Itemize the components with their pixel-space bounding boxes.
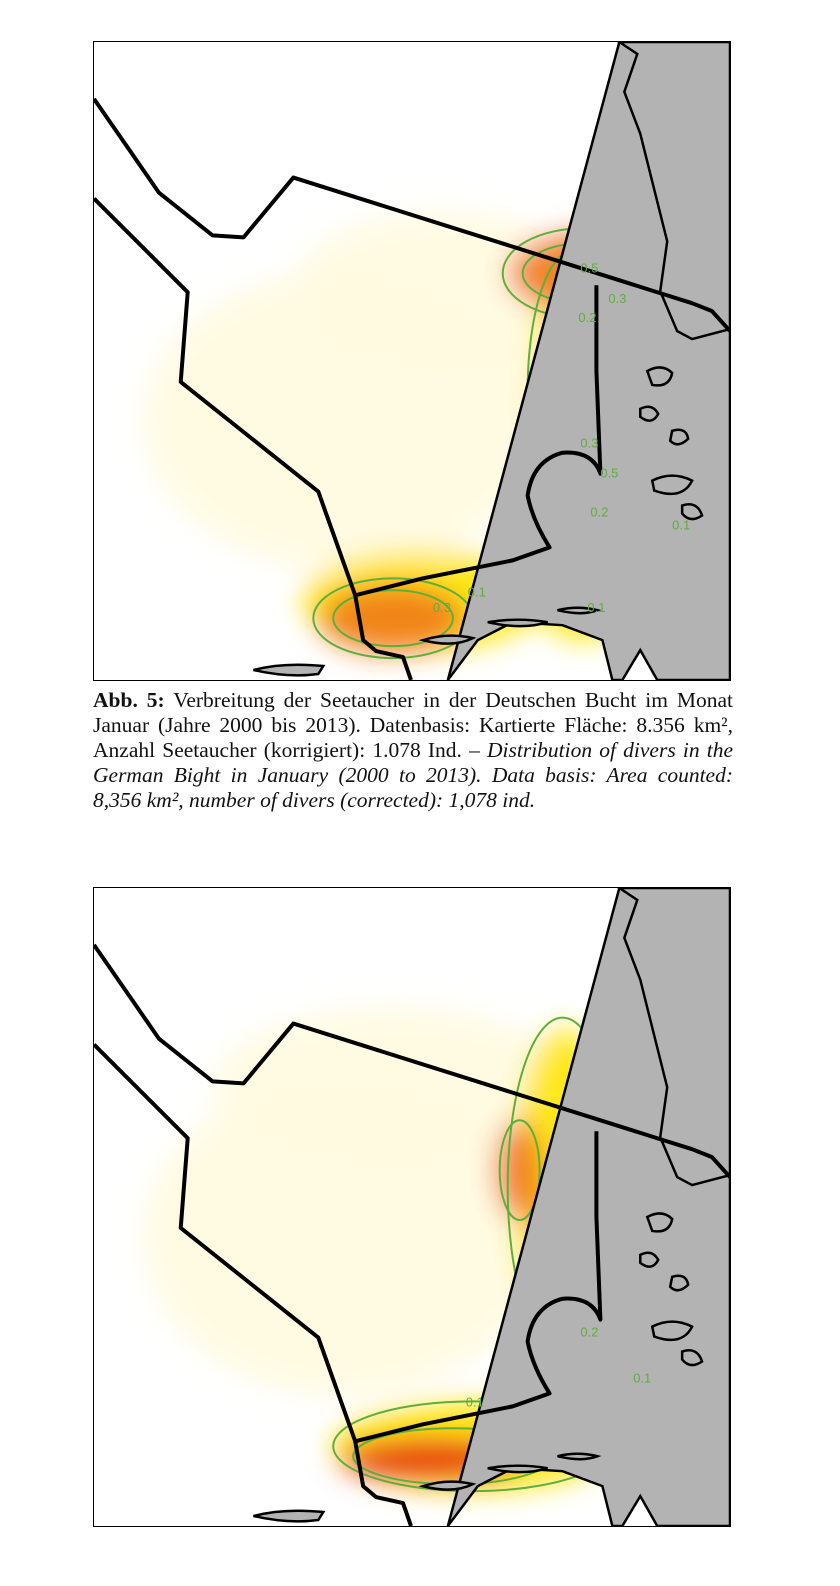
contour-label: 0.2 [590,505,608,520]
map-canvas: 0.50.30.20.30.50.20.10.10.3 0.1 [94,42,730,680]
island [680,503,704,521]
island [557,606,602,615]
island [645,366,674,387]
contour-label: 0.3 [433,600,451,615]
island [668,428,690,446]
island [639,405,660,422]
land-north [617,888,730,1187]
contour-label: 0.5 [600,466,618,481]
map-canvas: 0.2 0.1 0.1 [94,888,730,1526]
island [639,1251,660,1268]
contour-label: 0.1 [466,1394,484,1409]
contour-label: 0.5 [580,260,598,275]
island [668,1274,690,1292]
island [253,1509,326,1523]
zone-boundary [354,1131,603,1444]
contour-label: 0.3 [580,436,598,451]
zone-boundary [354,285,603,598]
distribution-map-second: 0.2 0.1 0.1 [93,887,731,1527]
zone-boundary [94,943,730,1179]
density-contour [498,1119,541,1221]
island [680,1349,704,1367]
contour-label: 0.1 [468,584,486,599]
land-north [617,42,730,341]
island [650,1320,694,1342]
contour-label: 0.1 [672,517,690,532]
caption-english: – Distribution of divers in the German B… [93,738,733,812]
contour-label: 0.1 [587,600,605,615]
caption-german: Verbreitung der Seetaucher in der Deutsc… [93,688,733,762]
zone-boundary [94,97,730,333]
contour-label: 0.2 [580,1325,598,1340]
contour-label: 0.3 [608,291,626,306]
island [645,1212,674,1233]
island [487,1464,548,1474]
island [418,634,477,645]
island [418,1480,477,1491]
island [650,474,694,496]
island [487,618,548,628]
density-blob [143,1077,543,1397]
density-contour [332,589,454,648]
caption-label: Abb. 5: [93,688,165,712]
contour-label: 0.2 [578,310,596,325]
contour-label: 0.1 [633,1370,651,1385]
island [253,663,326,677]
island [557,1452,602,1461]
density-blob [143,271,543,571]
figure-caption: Abb. 5: Verbreitung der Seetaucher in de… [93,688,733,813]
distribution-map-january: 0.5 0.3 0.2 0.3 0.5 0.2 0.1 0.1 0.3 0.1 [93,41,731,681]
